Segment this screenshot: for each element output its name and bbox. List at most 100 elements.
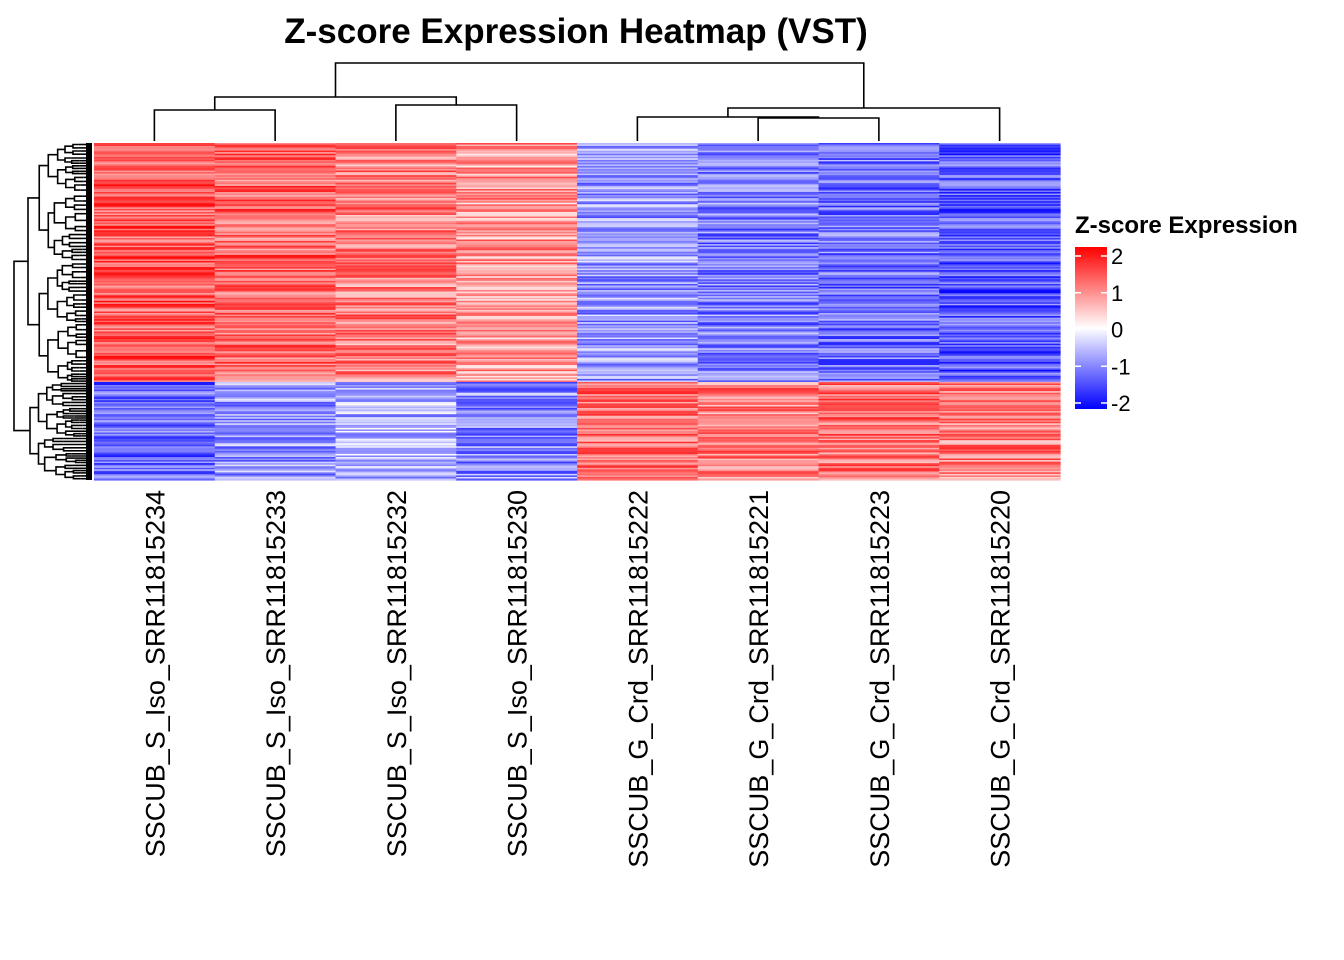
heatmap-cell (456, 385, 578, 388)
heatmap-cell (939, 449, 1061, 452)
heatmap-cell (697, 207, 820, 210)
heatmap-cell (456, 336, 578, 339)
heatmap-cell (818, 346, 940, 349)
heatmap-cell (818, 187, 940, 190)
heatmap-cell (214, 280, 337, 283)
heatmap-cell (214, 313, 337, 316)
heatmap-cell (335, 242, 457, 245)
heatmap-cell (335, 176, 457, 179)
heatmap-cell (577, 388, 699, 391)
heatmap-cell (939, 343, 1061, 346)
heatmap-cell (94, 476, 216, 480)
heatmap-cell (94, 152, 216, 155)
heatmap-cell (577, 188, 699, 192)
dendrogram-branch (636, 116, 820, 141)
legend-tick-label: 1 (1111, 281, 1123, 306)
heatmap-cell (456, 420, 578, 423)
heatmap-cell (939, 478, 1061, 481)
heatmap-cell (818, 149, 940, 152)
heatmap-cell (456, 248, 578, 251)
heatmap-cell (939, 231, 1061, 234)
heatmap-cell (818, 211, 940, 215)
heatmap-cell (94, 400, 216, 403)
heatmap-cell (697, 455, 820, 458)
dendrogram-branch (37, 442, 45, 465)
heatmap-cell (577, 328, 699, 331)
heatmap-cell (335, 236, 457, 239)
dendrogram-branch (56, 423, 66, 434)
dendrogram-branch (334, 62, 865, 108)
heatmap-cell (577, 411, 699, 414)
heatmap-cell (697, 147, 820, 150)
heatmap-cell (697, 406, 820, 409)
heatmap-cell (939, 215, 1061, 218)
heatmap-cell (214, 300, 337, 303)
dendrogram-branch (71, 270, 81, 279)
heatmap-cell (697, 205, 820, 208)
dendrogram-branch (47, 277, 58, 310)
heatmap-cell (939, 233, 1061, 236)
heatmap-cell (818, 225, 940, 228)
heatmap-cell (577, 392, 699, 395)
heatmap-cell (335, 300, 457, 303)
heatmap-cell (818, 478, 940, 481)
heatmap-cell (577, 432, 699, 435)
heatmap-cell (577, 438, 699, 441)
heatmap-cell (456, 446, 578, 449)
heatmap-cell (456, 472, 578, 475)
heatmap-cell (456, 403, 578, 406)
heatmap-cell (214, 322, 337, 325)
heatmap-cell (335, 475, 457, 478)
heatmap-cell (456, 424, 578, 427)
dendrogram-branch (74, 310, 80, 317)
heatmap-cell (697, 343, 820, 346)
heatmap-cell (456, 143, 578, 146)
heatmap-cell (697, 176, 820, 179)
heatmap-cell (577, 195, 699, 198)
heatmap-cell (697, 159, 820, 162)
heatmap-cell (456, 285, 578, 288)
heatmap-cell (335, 265, 457, 268)
heatmap-cell (335, 308, 457, 311)
heatmap-cell (697, 389, 820, 392)
heatmap-cell (335, 181, 457, 184)
heatmap-cell (697, 383, 820, 386)
heatmap-cell (697, 173, 820, 176)
heatmap-cell (939, 239, 1061, 242)
heatmap-cell (94, 242, 216, 245)
heatmap-cell (577, 221, 699, 224)
heatmap-cell (214, 213, 337, 216)
heatmap-cell (456, 159, 578, 162)
heatmap-cell (697, 443, 820, 446)
heatmap-cell (456, 329, 578, 333)
heatmap-cell (939, 460, 1061, 463)
heatmap-cell (939, 414, 1061, 417)
heatmap-cell (939, 188, 1061, 192)
heatmap-cell (697, 247, 820, 250)
heatmap-cell (577, 306, 699, 310)
heatmap-cell (939, 147, 1061, 150)
heatmap-cell (697, 418, 820, 421)
heatmap-cell (335, 190, 457, 193)
heatmap-cell (94, 190, 216, 193)
heatmap-cell (818, 193, 940, 196)
heatmap-cell (94, 394, 216, 397)
heatmap-cell (697, 355, 820, 359)
heatmap-cell (94, 251, 216, 254)
heatmap-cell (214, 329, 337, 333)
heatmap-cell (214, 475, 337, 478)
heatmap-cell (335, 233, 457, 236)
heatmap-cell (818, 270, 940, 273)
heatmap-cell (818, 430, 940, 434)
dendrogram-branch (55, 466, 66, 476)
heatmap-cell (214, 170, 337, 173)
heatmap-cell (818, 231, 940, 234)
heatmap-cell (577, 264, 699, 267)
heatmap-cell (214, 414, 337, 417)
heatmap-cell (456, 308, 578, 311)
heatmap-cell (939, 372, 1061, 375)
heatmap-cell (94, 377, 216, 380)
heatmap-cell (818, 199, 940, 202)
heatmap-cell (456, 463, 578, 466)
heatmap-cell (577, 146, 699, 149)
